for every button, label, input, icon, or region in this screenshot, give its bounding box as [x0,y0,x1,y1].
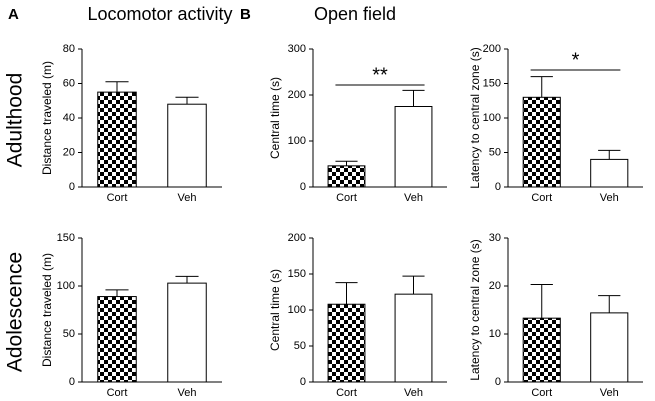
y-tick-label: 200 [483,43,501,55]
y-tick-label: 10 [489,328,501,340]
y-tick-label: 100 [483,112,501,124]
bar [167,103,207,188]
y-axis-label: Central time (s) [268,269,282,351]
y-tick-label: 100 [288,135,306,147]
significance-label: ** [372,64,388,86]
x-tick-label: Veh [600,192,619,204]
x-tick-label: Veh [178,192,197,204]
x-tick-label: Veh [600,387,619,399]
bar [97,91,137,188]
bar [522,96,561,188]
y-tick-label: 20 [63,146,75,158]
bar [590,312,629,383]
x-tick-label: Cort [531,387,552,399]
y-tick-label: 0 [69,376,75,388]
y-tick-label: 200 [288,232,306,244]
panel-label: B [240,6,251,23]
y-tick-label: 80 [63,43,75,55]
y-tick-label: 100 [57,280,75,292]
bar [394,106,433,188]
bar [327,165,366,188]
y-axis-label: Distance traveled (m) [40,253,54,367]
y-tick-label: 0 [495,181,501,193]
y-tick-label: 0 [300,376,306,388]
x-tick-label: Veh [178,387,197,399]
y-tick-label: 150 [288,268,306,280]
y-tick-label: 30 [489,232,501,244]
y-axis-label: Distance traveled (m) [40,61,54,175]
y-tick-label: 0 [495,376,501,388]
significance-label: * [572,49,580,71]
y-tick-label: 150 [483,77,501,89]
y-tick-label: 60 [63,77,75,89]
y-tick-label: 50 [489,146,501,158]
y-tick-label: 0 [69,181,75,193]
bar [522,317,561,383]
section-title: Locomotor activity [87,4,232,24]
bar [590,158,629,188]
panel-label: A [8,6,19,23]
bar [394,293,433,383]
bar [167,282,207,383]
y-tick-label: 50 [294,340,306,352]
x-tick-label: Cort [107,387,128,399]
row-label: Adolescence [4,252,27,372]
x-tick-label: Veh [404,192,423,204]
y-tick-label: 300 [288,43,306,55]
bar [97,296,137,383]
x-tick-label: Cort [336,192,357,204]
x-tick-label: Cort [531,192,552,204]
y-tick-label: 20 [489,280,501,292]
y-tick-label: 200 [288,89,306,101]
y-tick-label: 100 [288,304,306,316]
section-title: Open field [314,4,396,24]
x-tick-label: Veh [404,387,423,399]
y-tick-label: 150 [57,232,75,244]
x-tick-label: Cort [336,387,357,399]
x-tick-label: Cort [107,192,128,204]
y-axis-label: Central time (s) [268,77,282,159]
bar [327,303,366,383]
y-axis-label: Latency to central zone (s) [468,47,482,188]
y-tick-label: 50 [63,328,75,340]
row-label: Adulthood [4,73,27,168]
y-tick-label: 0 [300,181,306,193]
y-tick-label: 40 [63,112,75,124]
y-axis-label: Latency to central zone (s) [468,239,482,380]
